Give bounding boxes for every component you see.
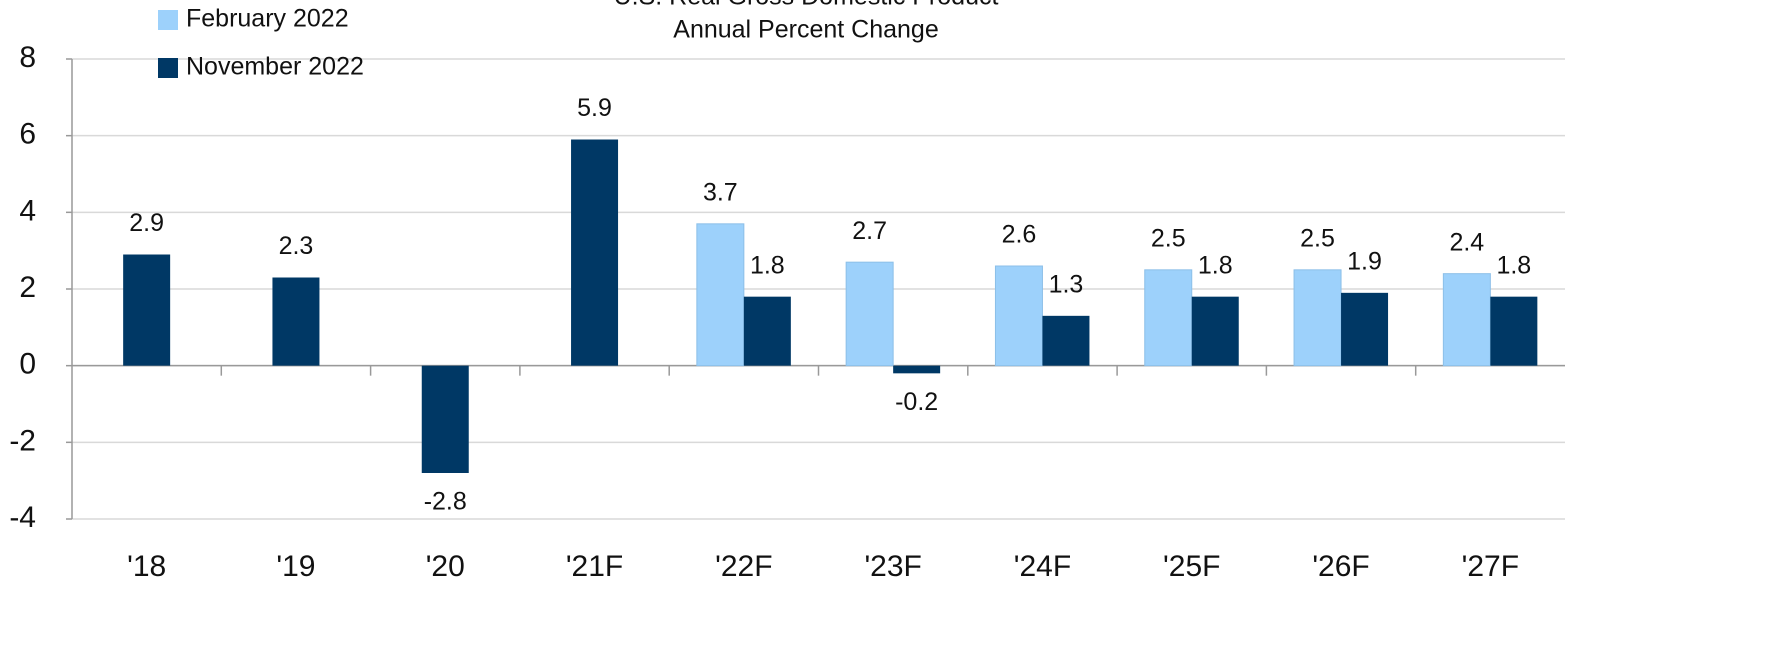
- value-label: 3.7: [703, 178, 738, 206]
- y-tick-label: 4: [19, 194, 36, 227]
- y-tick-label: 8: [19, 41, 36, 74]
- value-label: -2.8: [424, 488, 467, 516]
- value-label: 5.9: [577, 94, 612, 122]
- bar: [272, 277, 320, 366]
- legend-label: February 2022: [186, 5, 349, 33]
- bar: [1042, 315, 1090, 366]
- bar: [743, 296, 791, 366]
- value-label: 2.9: [129, 209, 164, 237]
- bar: [893, 365, 941, 374]
- bar: [845, 261, 894, 367]
- value-label: 1.8: [750, 251, 785, 279]
- value-label: -0.2: [895, 388, 938, 416]
- legend-swatch: [158, 10, 178, 30]
- bar: [1341, 292, 1389, 366]
- x-tick-label: '24F: [1014, 550, 1071, 583]
- x-tick-label: '27F: [1462, 550, 1519, 583]
- x-tick-label: '22F: [715, 550, 772, 583]
- y-tick-label: 0: [19, 348, 36, 381]
- x-tick-label: '23F: [864, 550, 921, 583]
- bar: [1144, 269, 1193, 367]
- chart-subtitle: Annual Percent Change: [673, 16, 938, 44]
- bar: [571, 139, 619, 366]
- y-tick-label: -4: [9, 501, 36, 534]
- value-label: 1.8: [1198, 251, 1233, 279]
- value-label: 2.7: [852, 217, 887, 245]
- x-tick-label: '18: [127, 550, 166, 583]
- x-tick-label: '19: [276, 550, 315, 583]
- value-label: 2.3: [279, 232, 314, 260]
- x-tick-label: '26F: [1312, 550, 1369, 583]
- legend-swatch: [158, 58, 178, 78]
- chart-title: U.S. Real Gross Domestic Product: [614, 0, 999, 11]
- value-label: 2.5: [1151, 224, 1186, 252]
- x-tick-label: '20: [426, 550, 465, 583]
- bar: [994, 265, 1043, 367]
- y-tick-label: -2: [9, 424, 36, 457]
- y-tick-label: 6: [19, 118, 36, 151]
- value-label: 1.9: [1347, 247, 1382, 275]
- value-label: 2.4: [1449, 228, 1484, 256]
- value-label: 1.8: [1496, 251, 1531, 279]
- y-tick-label: 2: [19, 271, 36, 304]
- bar: [1191, 296, 1239, 366]
- x-tick-label: '25F: [1163, 550, 1220, 583]
- legend-label: November 2022: [186, 53, 364, 81]
- bar: [1442, 273, 1491, 367]
- value-label: 2.5: [1300, 224, 1335, 252]
- value-label: 1.3: [1049, 270, 1084, 298]
- bar: [123, 254, 171, 366]
- bar: [1490, 296, 1538, 366]
- bar: [696, 223, 745, 367]
- bar: [421, 365, 469, 473]
- value-label: 2.6: [1002, 221, 1037, 249]
- x-tick-label: '21F: [566, 550, 623, 583]
- bar: [1293, 269, 1342, 367]
